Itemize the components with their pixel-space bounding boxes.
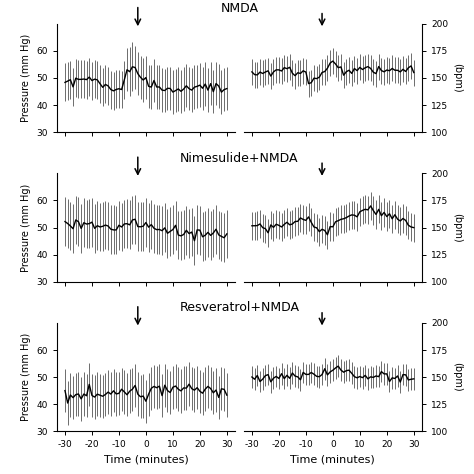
Y-axis label: (bpm): (bpm) [452,213,462,242]
Y-axis label: (bpm): (bpm) [452,63,462,93]
Y-axis label: Pressure (mm Hg): Pressure (mm Hg) [21,183,31,272]
Text: Nimesulide+NMDA: Nimesulide+NMDA [180,152,299,165]
Text: Resveratrol+NMDA: Resveratrol+NMDA [179,301,300,314]
Y-axis label: (bpm): (bpm) [452,362,462,392]
Y-axis label: Pressure (mm Hg): Pressure (mm Hg) [21,333,31,421]
X-axis label: Time (minutes): Time (minutes) [103,455,188,465]
Text: NMDA: NMDA [220,2,258,15]
Y-axis label: Pressure (mm Hg): Pressure (mm Hg) [21,34,31,122]
X-axis label: Time (minutes): Time (minutes) [291,455,375,465]
